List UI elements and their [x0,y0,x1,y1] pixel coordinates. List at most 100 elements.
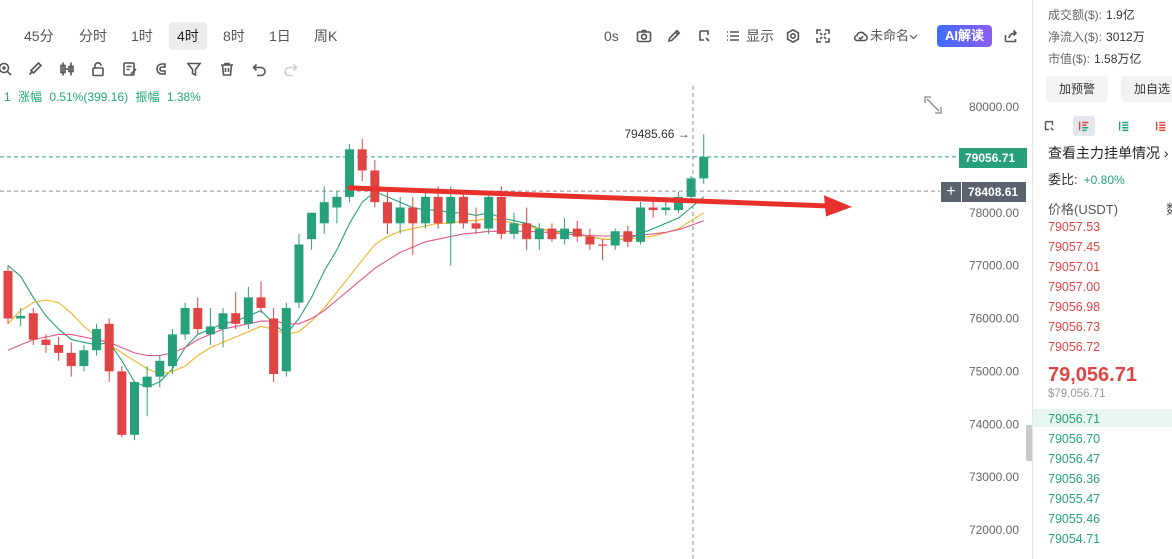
replay-icon[interactable] [693,25,715,47]
candle-body [79,350,89,367]
candle-body [661,207,671,211]
timeframe-1h[interactable]: 1时 [131,28,153,44]
bid-row[interactable]: 79054.71 [1048,532,1101,546]
trash-icon[interactable] [216,58,238,80]
chevron-right-icon: › [1160,145,1169,161]
bid-row[interactable]: 79056.71 [1048,412,1101,426]
camera-icon[interactable] [633,25,655,47]
candle-body [231,313,241,324]
timeframe-4h[interactable]: 4时 [169,22,207,50]
panel-resize-handle[interactable] [1026,425,1034,461]
candle-body [496,196,506,234]
redo-icon [280,58,302,80]
candle-body [395,207,405,224]
candle-body [180,307,190,335]
orderbook-pin-icon[interactable] [1038,116,1060,136]
layout-name[interactable]: 未命名 [870,28,910,43]
candlestick-chart[interactable]: 80000.0079000.0078000.0077000.0076000.00… [0,86,1030,559]
candle-body [104,323,114,372]
candle-body [420,196,430,224]
amplitude-value: 1.38% [166,90,201,104]
moving-average-line [7,220,704,357]
chart-canvas[interactable]: 80000.0079000.0078000.0077000.0076000.00… [0,86,1030,559]
timeframe-1d[interactable]: 1日 [269,28,291,44]
candle-body [598,244,608,246]
candle-body [41,339,51,345]
chevron-down-icon[interactable] [906,25,920,47]
candle-body [243,297,253,324]
add-watchlist-button[interactable]: 加自选 [1121,76,1172,102]
expand-icon[interactable] [924,96,942,114]
timeframe-weekly[interactable]: 周K [314,28,338,44]
chart-toolbar: 45分 分时 1时 4时 8时 1日 周K 0s 显示 未命名 AI解读 [0,22,1032,52]
crosshair-price-tag: 78408.61 [962,182,1026,202]
candle-body [281,307,291,372]
bid-row[interactable]: 79055.47 [1048,492,1101,506]
display-button[interactable]: 显示 [746,28,774,44]
brush-icon[interactable] [24,58,46,80]
ask-row[interactable]: 79057.53 [1048,220,1101,234]
candle-body [433,196,443,224]
settings-icon[interactable] [782,25,804,47]
timeframe-45m[interactable]: 45分 [24,28,54,44]
bid-row[interactable]: 79056.36 [1048,472,1101,486]
orderbook-asks-icon[interactable] [1150,116,1172,136]
y-tick-label: 73000.00 [969,470,1019,484]
display-icon[interactable] [722,25,744,47]
candle-body [560,228,570,240]
current-price-usd: $79,056.71 [1048,388,1106,400]
ask-row[interactable]: 79056.73 [1048,320,1101,334]
volume-stat: 成交额($): 1.9亿 [1048,8,1135,22]
trend-arrow-head [824,195,852,217]
ask-row[interactable]: 79056.72 [1048,340,1101,354]
bid-row[interactable]: 79056.70 [1048,432,1101,446]
ask-row[interactable]: 79057.45 [1048,240,1101,254]
candle-body [357,149,367,171]
lock-icon[interactable] [87,58,109,80]
y-tick-label: 72000.00 [969,523,1019,537]
y-tick-label: 76000.00 [969,312,1019,326]
candles-tool-icon[interactable] [56,58,78,80]
candle-body [3,270,13,319]
ask-row[interactable]: 79056.98 [1048,300,1101,314]
filter-icon[interactable] [183,58,205,80]
ai-interpret-button[interactable]: AI解读 [937,25,992,47]
undo-icon[interactable] [248,58,270,80]
candle-body [522,223,532,240]
pencil-icon[interactable] [663,25,685,47]
orderbook-view-tabs [1033,114,1172,138]
moving-average-line [7,212,705,375]
bid-row[interactable]: 79055.46 [1048,512,1101,526]
candle-body [294,244,304,303]
add-order-button[interactable]: + [941,182,961,202]
candle-body [307,212,317,240]
edit-template-icon[interactable] [119,58,141,80]
ask-row[interactable]: 79057.00 [1048,280,1101,294]
chart-info-line: 1 涨幅 0.51%(399.16) 振幅 1.38% [4,88,205,105]
orderbook-both-icon[interactable] [1073,116,1095,136]
timeframe-timeline[interactable]: 分时 [79,28,107,44]
candle-body [345,149,355,197]
orderbook-bids-icon[interactable] [1113,116,1135,136]
view-depth-link[interactable]: 查看主力挂单情况 › [1048,145,1169,161]
share-icon[interactable] [1000,25,1022,47]
candle-body [471,223,481,229]
candle-body [269,318,279,375]
candle-body [54,344,64,353]
fullscreen-icon[interactable] [812,25,834,47]
bid-row[interactable]: 79056.47 [1048,452,1101,466]
candle-body [92,329,102,351]
ask-row[interactable]: 79057.01 [1048,260,1101,274]
add-alert-button[interactable]: 加预警 [1046,76,1108,102]
current-price: 79,056.71 [1048,364,1137,386]
zoom-in-icon[interactable] [0,58,16,80]
y-tick-label: 80000.00 [969,100,1019,114]
candle-body [319,202,329,224]
cloud-layout-icon[interactable] [850,25,872,47]
timeframe-8h[interactable]: 8时 [223,28,245,44]
info-prefix: 1 [4,90,11,104]
last-price-tag: 79056.71 [959,148,1027,168]
y-tick-label: 74000.00 [969,417,1019,431]
magnet-icon[interactable] [151,58,173,80]
netflow-stat: 净流入($): 3012万 [1048,30,1145,44]
